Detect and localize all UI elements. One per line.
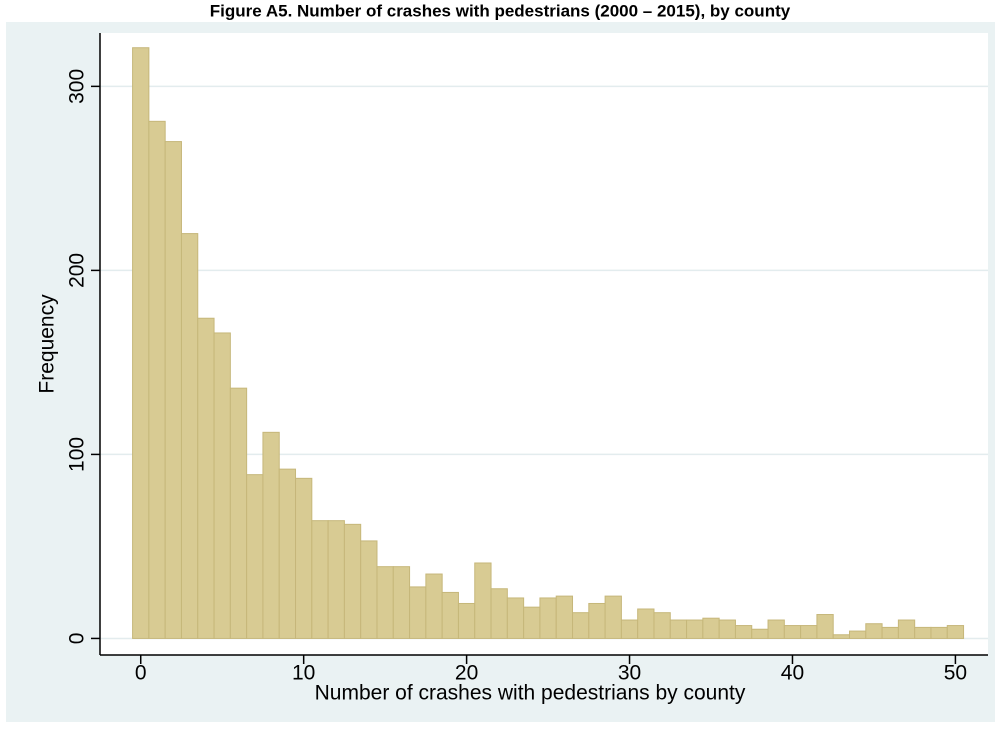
bar <box>620 619 639 639</box>
bar <box>490 588 508 639</box>
bar <box>295 477 313 639</box>
bar <box>588 602 606 639</box>
bar <box>669 619 688 639</box>
bar <box>637 608 655 639</box>
bar <box>718 619 736 639</box>
x-tick-label: 20 <box>455 662 478 685</box>
bar <box>213 332 231 639</box>
bar <box>734 625 753 639</box>
bar <box>751 628 769 639</box>
bar <box>572 612 590 639</box>
bar <box>278 468 297 639</box>
bar <box>523 606 541 639</box>
x-axis-label: Number of crashes with pedestrians by co… <box>315 682 746 705</box>
y-tick-label: 300 <box>66 69 89 104</box>
x-tick-label: 40 <box>781 662 804 685</box>
bar <box>180 233 199 639</box>
x-tick-label: 10 <box>292 662 315 685</box>
y-tick-label: 200 <box>66 253 89 288</box>
bar <box>555 595 574 639</box>
bar <box>849 630 867 639</box>
bar <box>686 619 704 639</box>
bar <box>457 602 476 639</box>
bar <box>506 597 525 639</box>
bar <box>327 520 345 639</box>
x-tick-label: 30 <box>618 662 641 685</box>
bar <box>653 612 671 639</box>
x-tick-label: 0 <box>135 662 147 685</box>
bar <box>392 566 411 639</box>
bar <box>604 595 622 639</box>
bar <box>441 591 459 639</box>
y-axis-label: Frequency <box>36 294 59 394</box>
y-tick-label: 100 <box>66 437 89 472</box>
bar <box>343 523 362 639</box>
bar <box>360 540 378 639</box>
bar <box>376 566 394 639</box>
bar <box>425 573 443 639</box>
x-tick-label: 50 <box>944 662 967 685</box>
bar <box>865 623 883 639</box>
bar <box>800 625 818 639</box>
bar <box>702 617 720 639</box>
bar <box>229 387 248 639</box>
bar <box>197 317 215 639</box>
bar <box>897 619 916 639</box>
bar <box>539 597 557 639</box>
bar <box>474 562 492 639</box>
bar <box>881 626 899 639</box>
bar <box>816 614 834 639</box>
bar <box>262 431 280 639</box>
bar <box>914 626 932 639</box>
bar <box>148 120 166 639</box>
bar <box>132 47 150 639</box>
bar <box>767 619 785 639</box>
bar <box>832 634 851 639</box>
bar <box>246 474 264 639</box>
y-tick-label: 0 <box>66 633 89 645</box>
bar <box>164 141 182 639</box>
bar <box>409 586 427 639</box>
bar <box>930 626 948 639</box>
bar <box>783 625 802 639</box>
bar <box>311 520 329 639</box>
chart-title: Figure A5. Number of crashes with pedest… <box>210 1 791 20</box>
bar <box>946 625 965 639</box>
